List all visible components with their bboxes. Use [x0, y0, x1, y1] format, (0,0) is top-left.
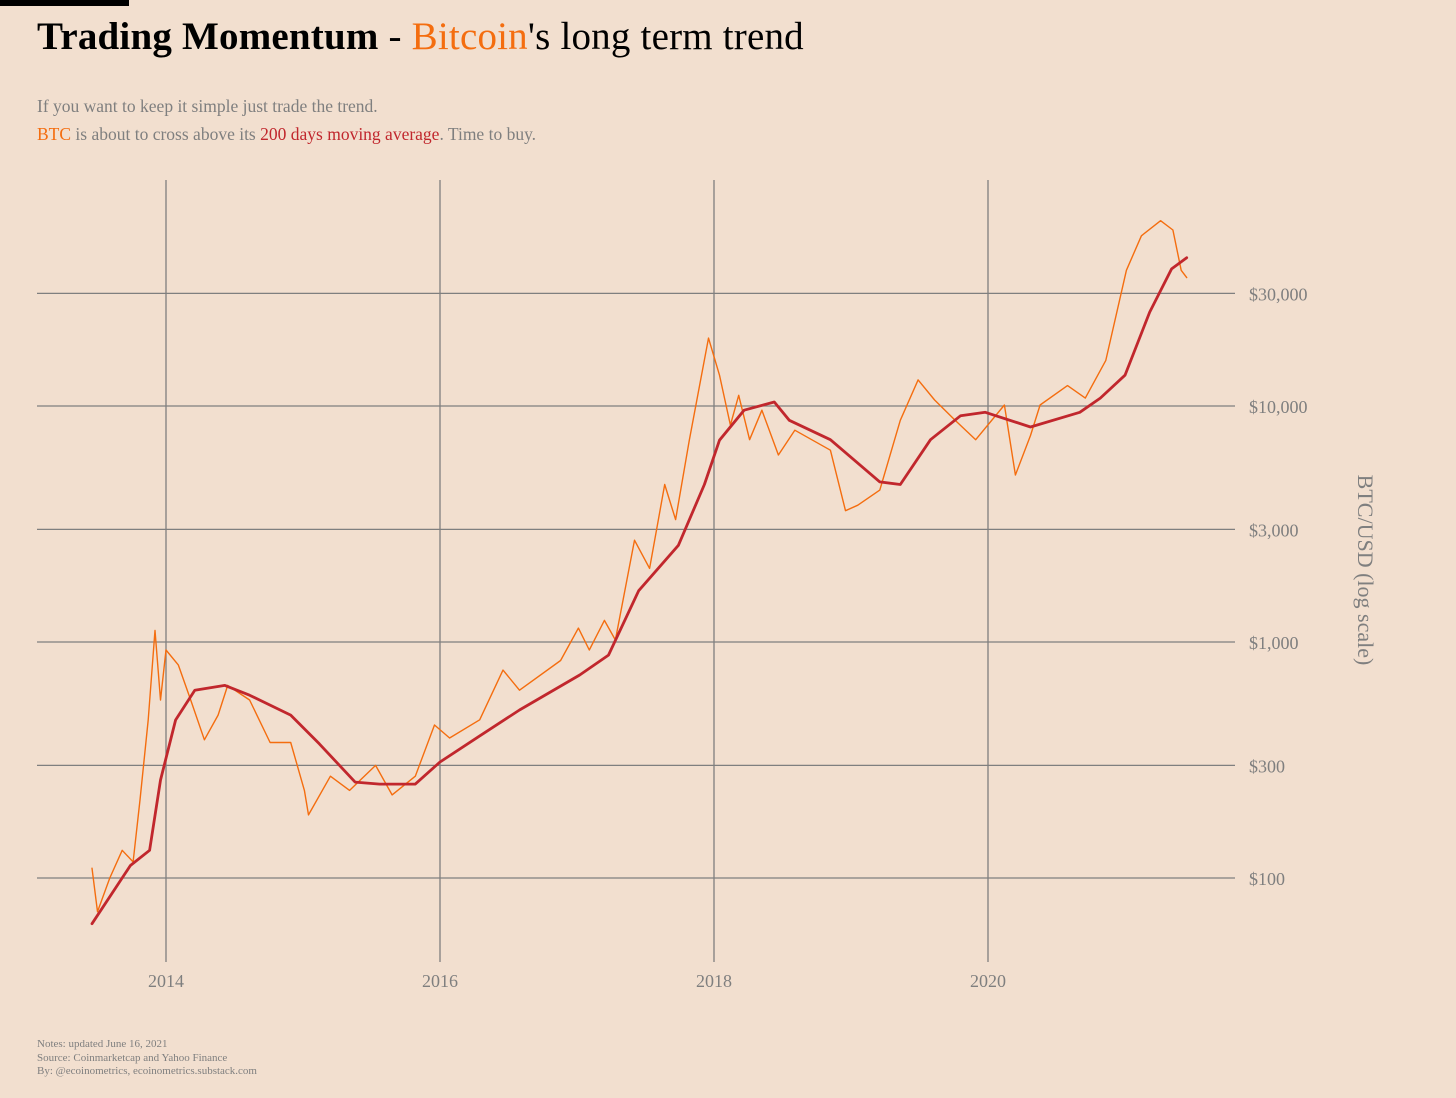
title-accent: Bitcoin [411, 15, 528, 58]
y-axis-title: BTC/USD (log scale) [1353, 475, 1378, 666]
subtitle-ma: 200 days moving average [260, 124, 440, 144]
y-tick-label: $30,000 [1249, 284, 1308, 304]
subtitle-end: . Time to buy. [439, 124, 537, 144]
series-layer [90, 219, 1189, 926]
y-tick-label: $100 [1249, 869, 1285, 889]
y-tick-label: $1,000 [1249, 633, 1299, 653]
x-tick-label: 2018 [696, 971, 732, 991]
title-separator: - [378, 15, 412, 58]
price-line [91, 219, 1188, 913]
x-tick-label: 2016 [422, 971, 458, 991]
chart-title: Trading Momentum - Bitcoin's long term t… [37, 14, 804, 59]
footer-notes: Notes: updated June 16, 2021 Source: Coi… [37, 1038, 257, 1079]
y-gridlines [37, 292, 1235, 879]
x-tick-label: 2020 [970, 971, 1006, 991]
y-tick-label: $300 [1249, 756, 1285, 776]
footer-by: By: @ecoinometrics, ecoinometrics.substa… [37, 1065, 257, 1077]
chart-subtitle: If you want to keep it simple just trade… [37, 92, 536, 148]
title-rest: 's long term trend [527, 15, 804, 58]
title-bold: Trading Momentum [37, 15, 379, 58]
y-tick-labels: $100 $300 $1,000 $3,000 $10,000 $30,000 [1249, 284, 1308, 889]
subtitle-mid: is about to cross above its [71, 124, 261, 144]
subtitle-line-2: BTC is about to cross above its 200 days… [37, 120, 536, 148]
subtitle-line-1: If you want to keep it simple just trade… [37, 96, 378, 116]
top-accent-bar [0, 0, 129, 6]
moving-average-line [90, 256, 1189, 926]
x-gridlines [165, 180, 989, 962]
subtitle-btc: BTC [37, 124, 72, 144]
footer-updated: Notes: updated June 16, 2021 [37, 1038, 168, 1050]
y-tick-label: $10,000 [1249, 397, 1308, 417]
x-tick-labels: 2014 2016 2018 2020 [148, 971, 1006, 991]
footer-source: Source: Coinmarketcap and Yahoo Finance [37, 1051, 228, 1064]
x-tick-label: 2014 [148, 971, 184, 991]
y-tick-label: $3,000 [1249, 520, 1299, 540]
